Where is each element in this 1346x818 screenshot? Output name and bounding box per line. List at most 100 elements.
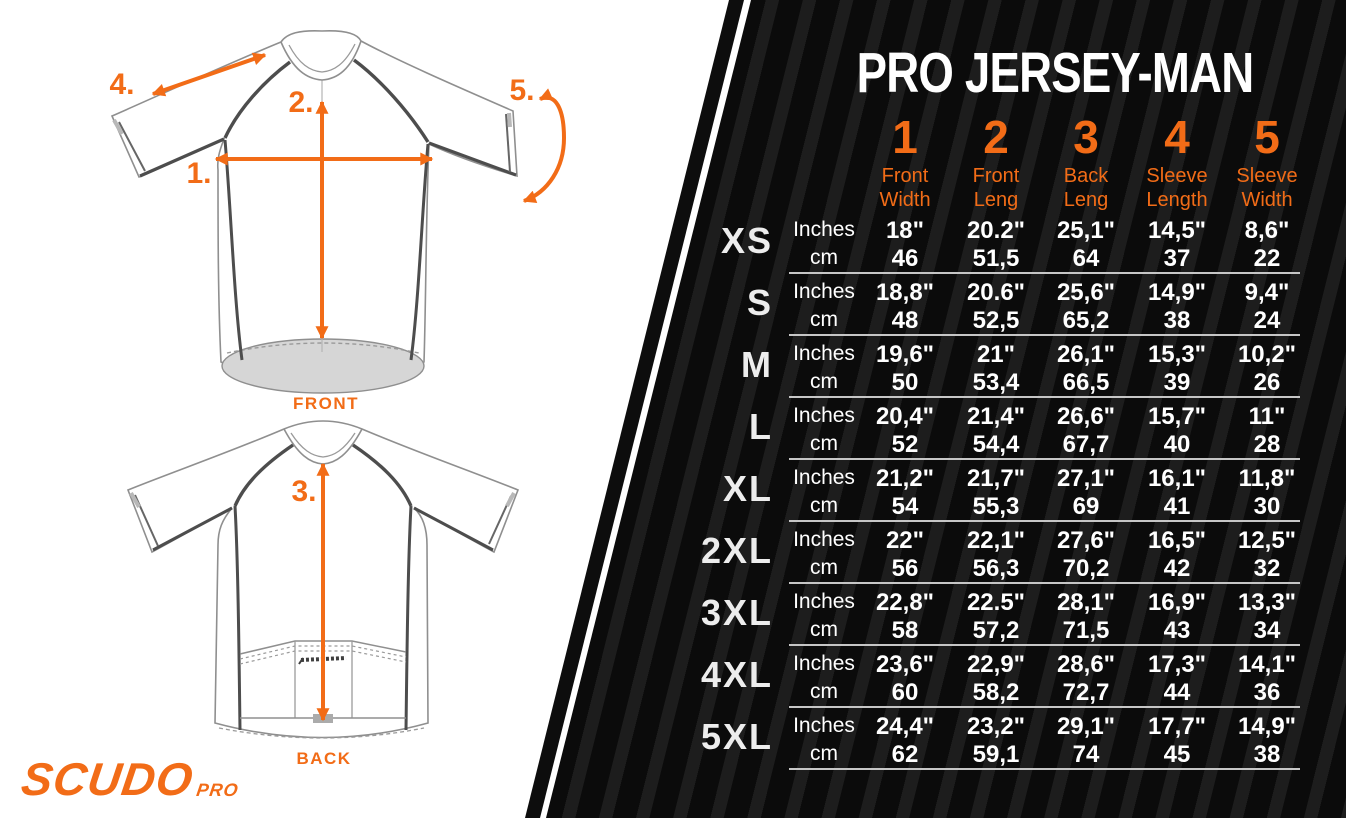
unit-cm-label: cm xyxy=(810,370,838,393)
unit-inches-label: Inches xyxy=(793,280,855,303)
unit-inches-label: Inches xyxy=(793,218,855,241)
value-inches-front-width: 23,6" xyxy=(875,651,935,678)
value-cm-front-leng: 53,4 xyxy=(972,369,1020,396)
measure-number: 5 xyxy=(1254,111,1280,163)
value-inches-sleeve-length: 14,9" xyxy=(1147,279,1207,306)
jersey-diagram: 1. 2. 4. 5. FRONT xyxy=(109,30,567,768)
value-inches-front-width: 18" xyxy=(885,217,925,244)
measure-label-line1: Sleeve xyxy=(1236,165,1298,187)
value-cm-back-leng: 66,5 xyxy=(1062,369,1110,396)
row-separator xyxy=(789,768,1300,770)
value-inches-sleeve-width: 10,2" xyxy=(1237,341,1297,368)
value-cm-front-width: 62 xyxy=(891,741,919,768)
measure-column-header: 4 Sleeve Length xyxy=(1131,112,1223,210)
value-cm-back-leng: 65,2 xyxy=(1062,307,1110,334)
value-cm-front-leng: 56,3 xyxy=(972,555,1020,582)
value-inches-front-width: 22,8" xyxy=(875,589,935,616)
value-cm-back-leng: 71,5 xyxy=(1062,617,1110,644)
row-separator xyxy=(789,706,1300,708)
value-cm-sleeve-length: 41 xyxy=(1163,493,1191,520)
measure-column-header: 5 Sleeve Width xyxy=(1221,112,1313,210)
value-inches-sleeve-length: 16,9" xyxy=(1147,589,1207,616)
value-inches-front-leng: 21,7" xyxy=(966,465,1026,492)
unit-inches-label: Inches xyxy=(793,528,855,551)
value-inches-sleeve-width: 14,9" xyxy=(1237,713,1297,740)
value-inches-back-leng: 25,6" xyxy=(1056,279,1116,306)
value-cm-front-leng: 54,4 xyxy=(972,431,1020,458)
value-inches-sleeve-width: 13,3" xyxy=(1237,589,1297,616)
brand-logo-sub: PRO xyxy=(195,780,241,800)
value-inches-back-leng: 27,1" xyxy=(1056,465,1116,492)
value-cm-sleeve-width: 22 xyxy=(1253,245,1281,272)
size-row: XL Inches cm 21,2" 21,7" 27,1" 16,1" 11,… xyxy=(655,460,1317,522)
value-inches-back-leng: 28,1" xyxy=(1056,589,1116,616)
unit-cm-label: cm xyxy=(810,246,838,269)
arrow-sleeve-length xyxy=(151,52,267,97)
value-cm-front-leng: 52,5 xyxy=(972,307,1020,334)
value-cm-sleeve-width: 32 xyxy=(1253,555,1281,582)
size-row: M Inches cm 19,6" 21" 26,1" 15,3" 10,2" … xyxy=(655,336,1317,398)
unit-inches-label: Inches xyxy=(793,466,855,489)
value-cm-front-width: 46 xyxy=(891,245,919,272)
value-cm-front-width: 56 xyxy=(891,555,919,582)
size-row: 3XL Inches cm 22,8" 22.5" 28,1" 16,9" 13… xyxy=(655,584,1317,646)
value-inches-front-leng: 21" xyxy=(976,341,1016,368)
measure-label-line2: Leng xyxy=(973,189,1019,211)
page-title: PRO JERSEY-MAN xyxy=(856,41,1255,105)
value-cm-front-leng: 59,1 xyxy=(972,741,1020,768)
value-inches-sleeve-length: 17,3" xyxy=(1147,651,1207,678)
front-label: FRONT xyxy=(293,394,359,413)
measure-label-line1: Sleeve xyxy=(1146,165,1208,187)
value-inches-sleeve-width: 8,6" xyxy=(1244,217,1290,244)
value-cm-front-width: 60 xyxy=(891,679,919,706)
row-separator xyxy=(789,272,1300,274)
value-inches-front-width: 19,6" xyxy=(875,341,935,368)
front-hem xyxy=(221,338,425,394)
annotation-4: 4. xyxy=(109,68,134,101)
brand-logo: SCUDO PRO xyxy=(18,753,243,805)
value-cm-back-leng: 69 xyxy=(1072,493,1100,520)
unit-inches-label: Inches xyxy=(793,714,855,737)
value-cm-sleeve-width: 24 xyxy=(1253,307,1281,334)
value-cm-back-leng: 74 xyxy=(1072,741,1100,768)
value-inches-front-width: 18,8" xyxy=(875,279,935,306)
size-label: 2XL xyxy=(700,530,773,571)
value-cm-sleeve-length: 38 xyxy=(1163,307,1191,334)
size-table-rows: XS Inches cm 18" 20.2" 25,1" 14,5" 8,6" … xyxy=(655,212,1317,770)
value-cm-front-width: 52 xyxy=(891,431,919,458)
back-jersey-drawing: 3. BACK xyxy=(126,420,520,768)
size-label: XL xyxy=(722,468,773,509)
row-separator xyxy=(789,582,1300,584)
unit-cm-label: cm xyxy=(810,680,838,703)
value-cm-sleeve-width: 30 xyxy=(1253,493,1281,520)
value-cm-sleeve-length: 45 xyxy=(1163,741,1191,768)
measure-number: 4 xyxy=(1164,111,1190,163)
size-label: M xyxy=(741,344,773,385)
value-inches-back-leng: 29,1" xyxy=(1056,713,1116,740)
unit-cm-label: cm xyxy=(810,556,838,579)
value-inches-front-leng: 23,2" xyxy=(966,713,1026,740)
size-row: S Inches cm 18,8" 20.6" 25,6" 14,9" 9,4"… xyxy=(655,274,1317,336)
value-inches-front-leng: 20.6" xyxy=(966,279,1026,306)
size-label: XS xyxy=(720,220,773,261)
value-inches-front-width: 22" xyxy=(885,527,925,554)
value-inches-sleeve-length: 15,7" xyxy=(1147,403,1207,430)
value-cm-sleeve-length: 40 xyxy=(1163,431,1191,458)
value-inches-front-leng: 21,4" xyxy=(966,403,1026,430)
annotation-1: 1. xyxy=(186,157,211,190)
arrow-sleeve-width xyxy=(522,88,567,203)
value-cm-front-leng: 57,2 xyxy=(972,617,1020,644)
size-row: 4XL Inches cm 23,6" 22,9" 28,6" 17,3" 14… xyxy=(655,646,1317,708)
size-row: 2XL Inches cm 22" 22,1" 27,6" 16,5" 12,5… xyxy=(655,522,1317,584)
annotation-2: 2. xyxy=(288,86,313,119)
value-inches-back-leng: 27,6" xyxy=(1056,527,1116,554)
value-inches-sleeve-length: 17,7" xyxy=(1147,713,1207,740)
size-label: 3XL xyxy=(700,592,773,633)
value-inches-front-leng: 22,9" xyxy=(966,651,1026,678)
unit-cm-label: cm xyxy=(810,742,838,765)
size-label: S xyxy=(746,282,773,323)
value-cm-back-leng: 64 xyxy=(1072,245,1100,272)
unit-cm-label: cm xyxy=(810,432,838,455)
value-cm-front-leng: 55,3 xyxy=(972,493,1020,520)
unit-cm-label: cm xyxy=(810,618,838,641)
